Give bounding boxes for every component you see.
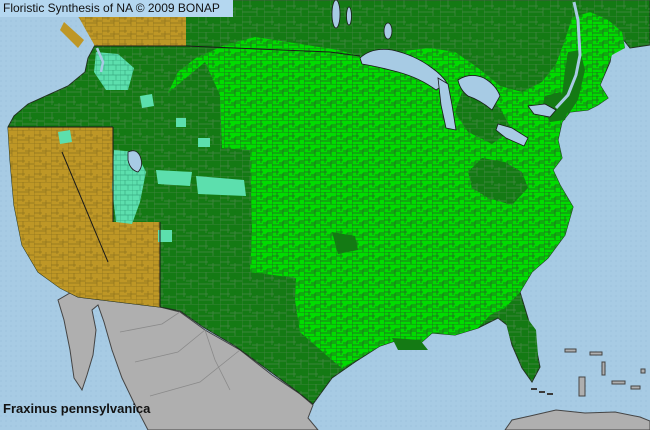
lake-nipigon	[383, 22, 393, 40]
wyoming-adventive	[156, 170, 192, 186]
border-lines	[8, 45, 361, 307]
attribution-box: Floristic Synthesis of NA © 2009 BONAP	[0, 0, 233, 17]
attribution-text: Floristic Synthesis of NA © 2009 BONAP	[3, 1, 220, 15]
great-salt-lake	[127, 150, 142, 173]
ozark-patch	[332, 232, 358, 254]
colorado-adventive	[196, 176, 246, 196]
lake-michigan	[437, 77, 457, 131]
louisiana-coast-patch	[392, 338, 428, 350]
vancouver-island-absent	[60, 22, 84, 48]
cuba-island	[504, 409, 650, 430]
puget-sound	[95, 47, 105, 73]
bahamas-islands	[564, 348, 646, 397]
mexico-state-borders	[119, 311, 241, 397]
lakes	[95, 0, 582, 173]
lake-erie	[495, 123, 529, 147]
lake-ontario	[527, 103, 557, 118]
lake-winnipegosis	[346, 6, 352, 26]
absent-regions	[8, 0, 186, 307]
lake-winnipeg	[331, 0, 341, 29]
us-canada-border	[95, 45, 361, 57]
non-na-land	[57, 292, 650, 430]
oregon-adventive	[58, 130, 72, 144]
lake-superior	[359, 48, 448, 91]
st-lawrence-river	[554, 1, 582, 110]
florida-keys	[531, 388, 553, 395]
ca-nv-border	[61, 151, 109, 263]
species-name-label: Fraxinus pennsylvanica	[3, 401, 151, 416]
idaho-adventive	[140, 94, 154, 108]
montana-adventive-2	[198, 138, 210, 147]
montana-adventive-1	[176, 118, 186, 127]
mexico-landmass	[57, 292, 319, 430]
lake-huron	[457, 75, 501, 111]
adventive-patches	[58, 52, 246, 242]
new-mexico-adventive	[158, 230, 172, 242]
